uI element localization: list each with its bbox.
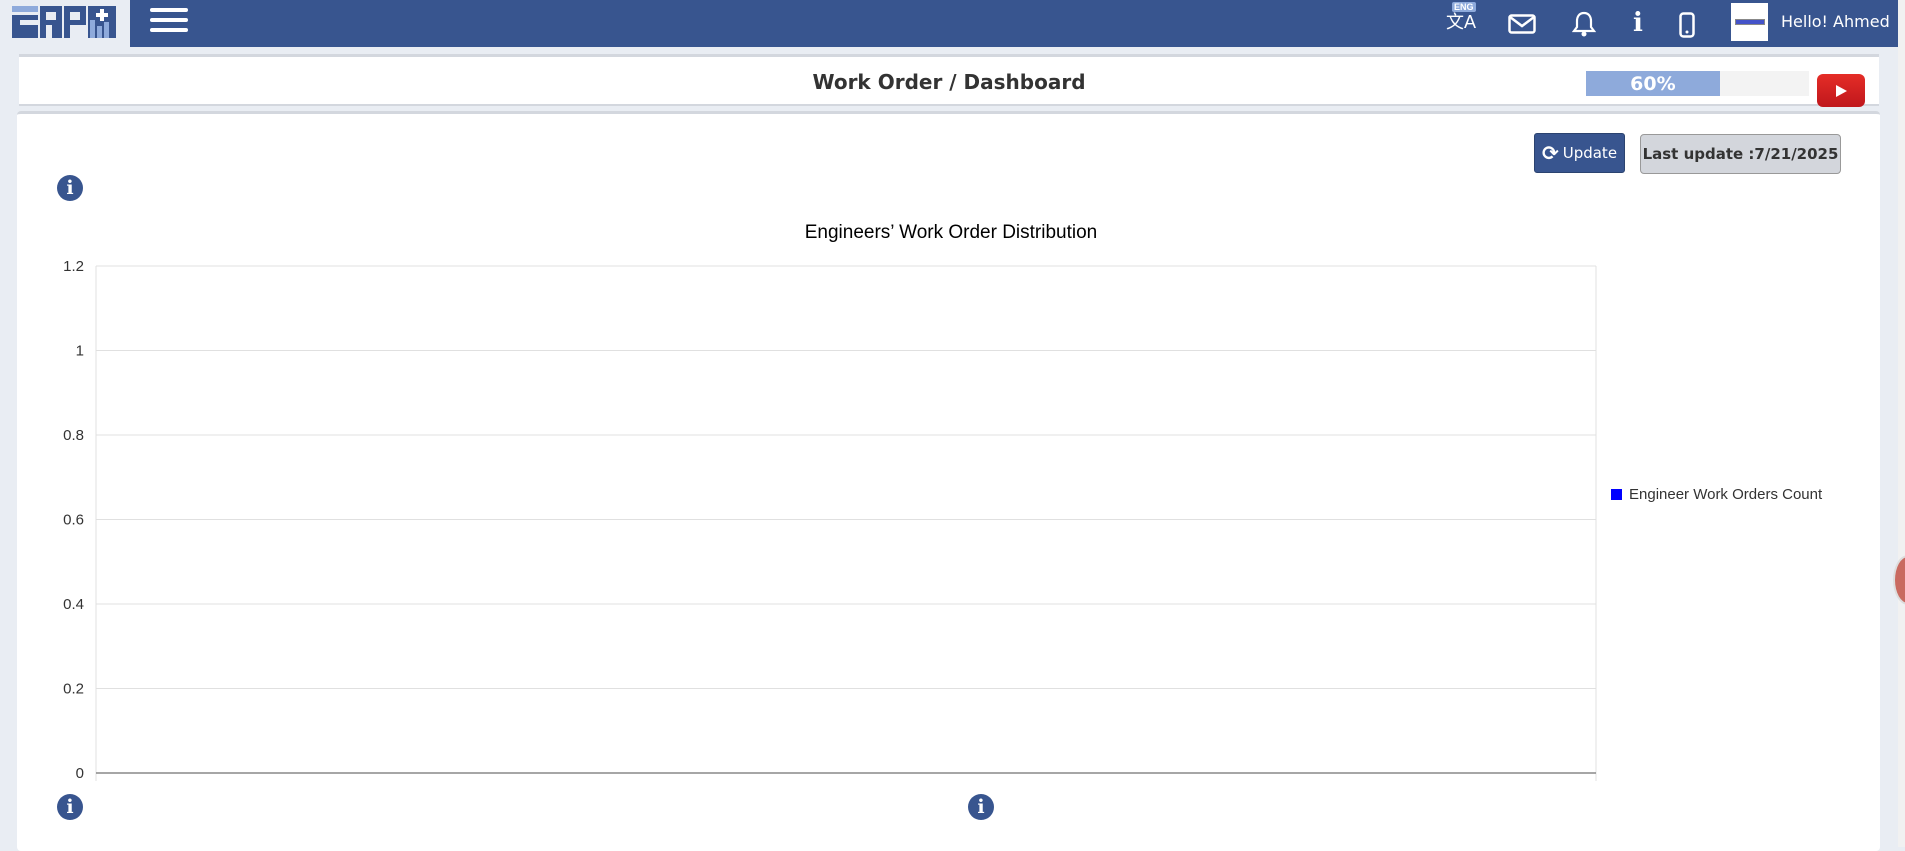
translate-icon: 文A	[1446, 12, 1477, 32]
dashboard-panel	[17, 111, 1880, 851]
mobile-icon[interactable]	[1679, 12, 1695, 38]
page-title: Work Order / Dashboard	[812, 70, 1086, 94]
y-tick-label: 0.4	[63, 596, 84, 613]
legend-label[interactable]: Engineer Work Orders Count	[1629, 486, 1823, 503]
erp-logo[interactable]	[12, 6, 116, 38]
info-icon[interactable]: i	[57, 794, 83, 820]
scrollbar[interactable]	[1898, 0, 1905, 847]
y-tick-label: 1.2	[63, 258, 84, 275]
y-tick-label: 0.2	[63, 681, 84, 698]
last-update-button[interactable]: Last update :7/21/2025	[1640, 134, 1841, 174]
legend-swatch	[1611, 489, 1622, 500]
chart-title: Engineers’ Work Order Distribution	[805, 222, 1098, 243]
language-switch-button[interactable]: ENG 文A	[1446, 2, 1477, 32]
youtube-button[interactable]	[1817, 74, 1865, 107]
update-button[interactable]: ⟳ Update	[1534, 133, 1625, 173]
bell-icon[interactable]	[1572, 11, 1596, 37]
title-bar: Work Order / Dashboard 60%	[19, 54, 1879, 107]
mail-icon[interactable]	[1508, 14, 1536, 34]
avatar[interactable]	[1731, 3, 1768, 41]
progress-bar: 60%	[1586, 71, 1809, 96]
y-tick-label: 0.8	[63, 427, 84, 444]
progress-fill: 60%	[1586, 71, 1720, 96]
refresh-icon: ⟳	[1541, 141, 1559, 165]
y-tick-label: 1	[76, 343, 84, 360]
play-icon	[1836, 84, 1847, 97]
menu-toggle-button[interactable]	[150, 3, 188, 37]
top-navbar	[130, 0, 1898, 47]
language-badge: ENG	[1452, 2, 1477, 12]
update-label: Update	[1562, 144, 1618, 162]
info-icon[interactable]: i	[57, 175, 83, 201]
user-greeting[interactable]: Hello! Ahmed	[1781, 12, 1890, 31]
info-icon[interactable]: i	[1633, 8, 1643, 38]
info-icon[interactable]: i	[968, 794, 994, 820]
y-tick-label: 0	[76, 765, 84, 782]
y-tick-label: 0.6	[63, 512, 84, 529]
